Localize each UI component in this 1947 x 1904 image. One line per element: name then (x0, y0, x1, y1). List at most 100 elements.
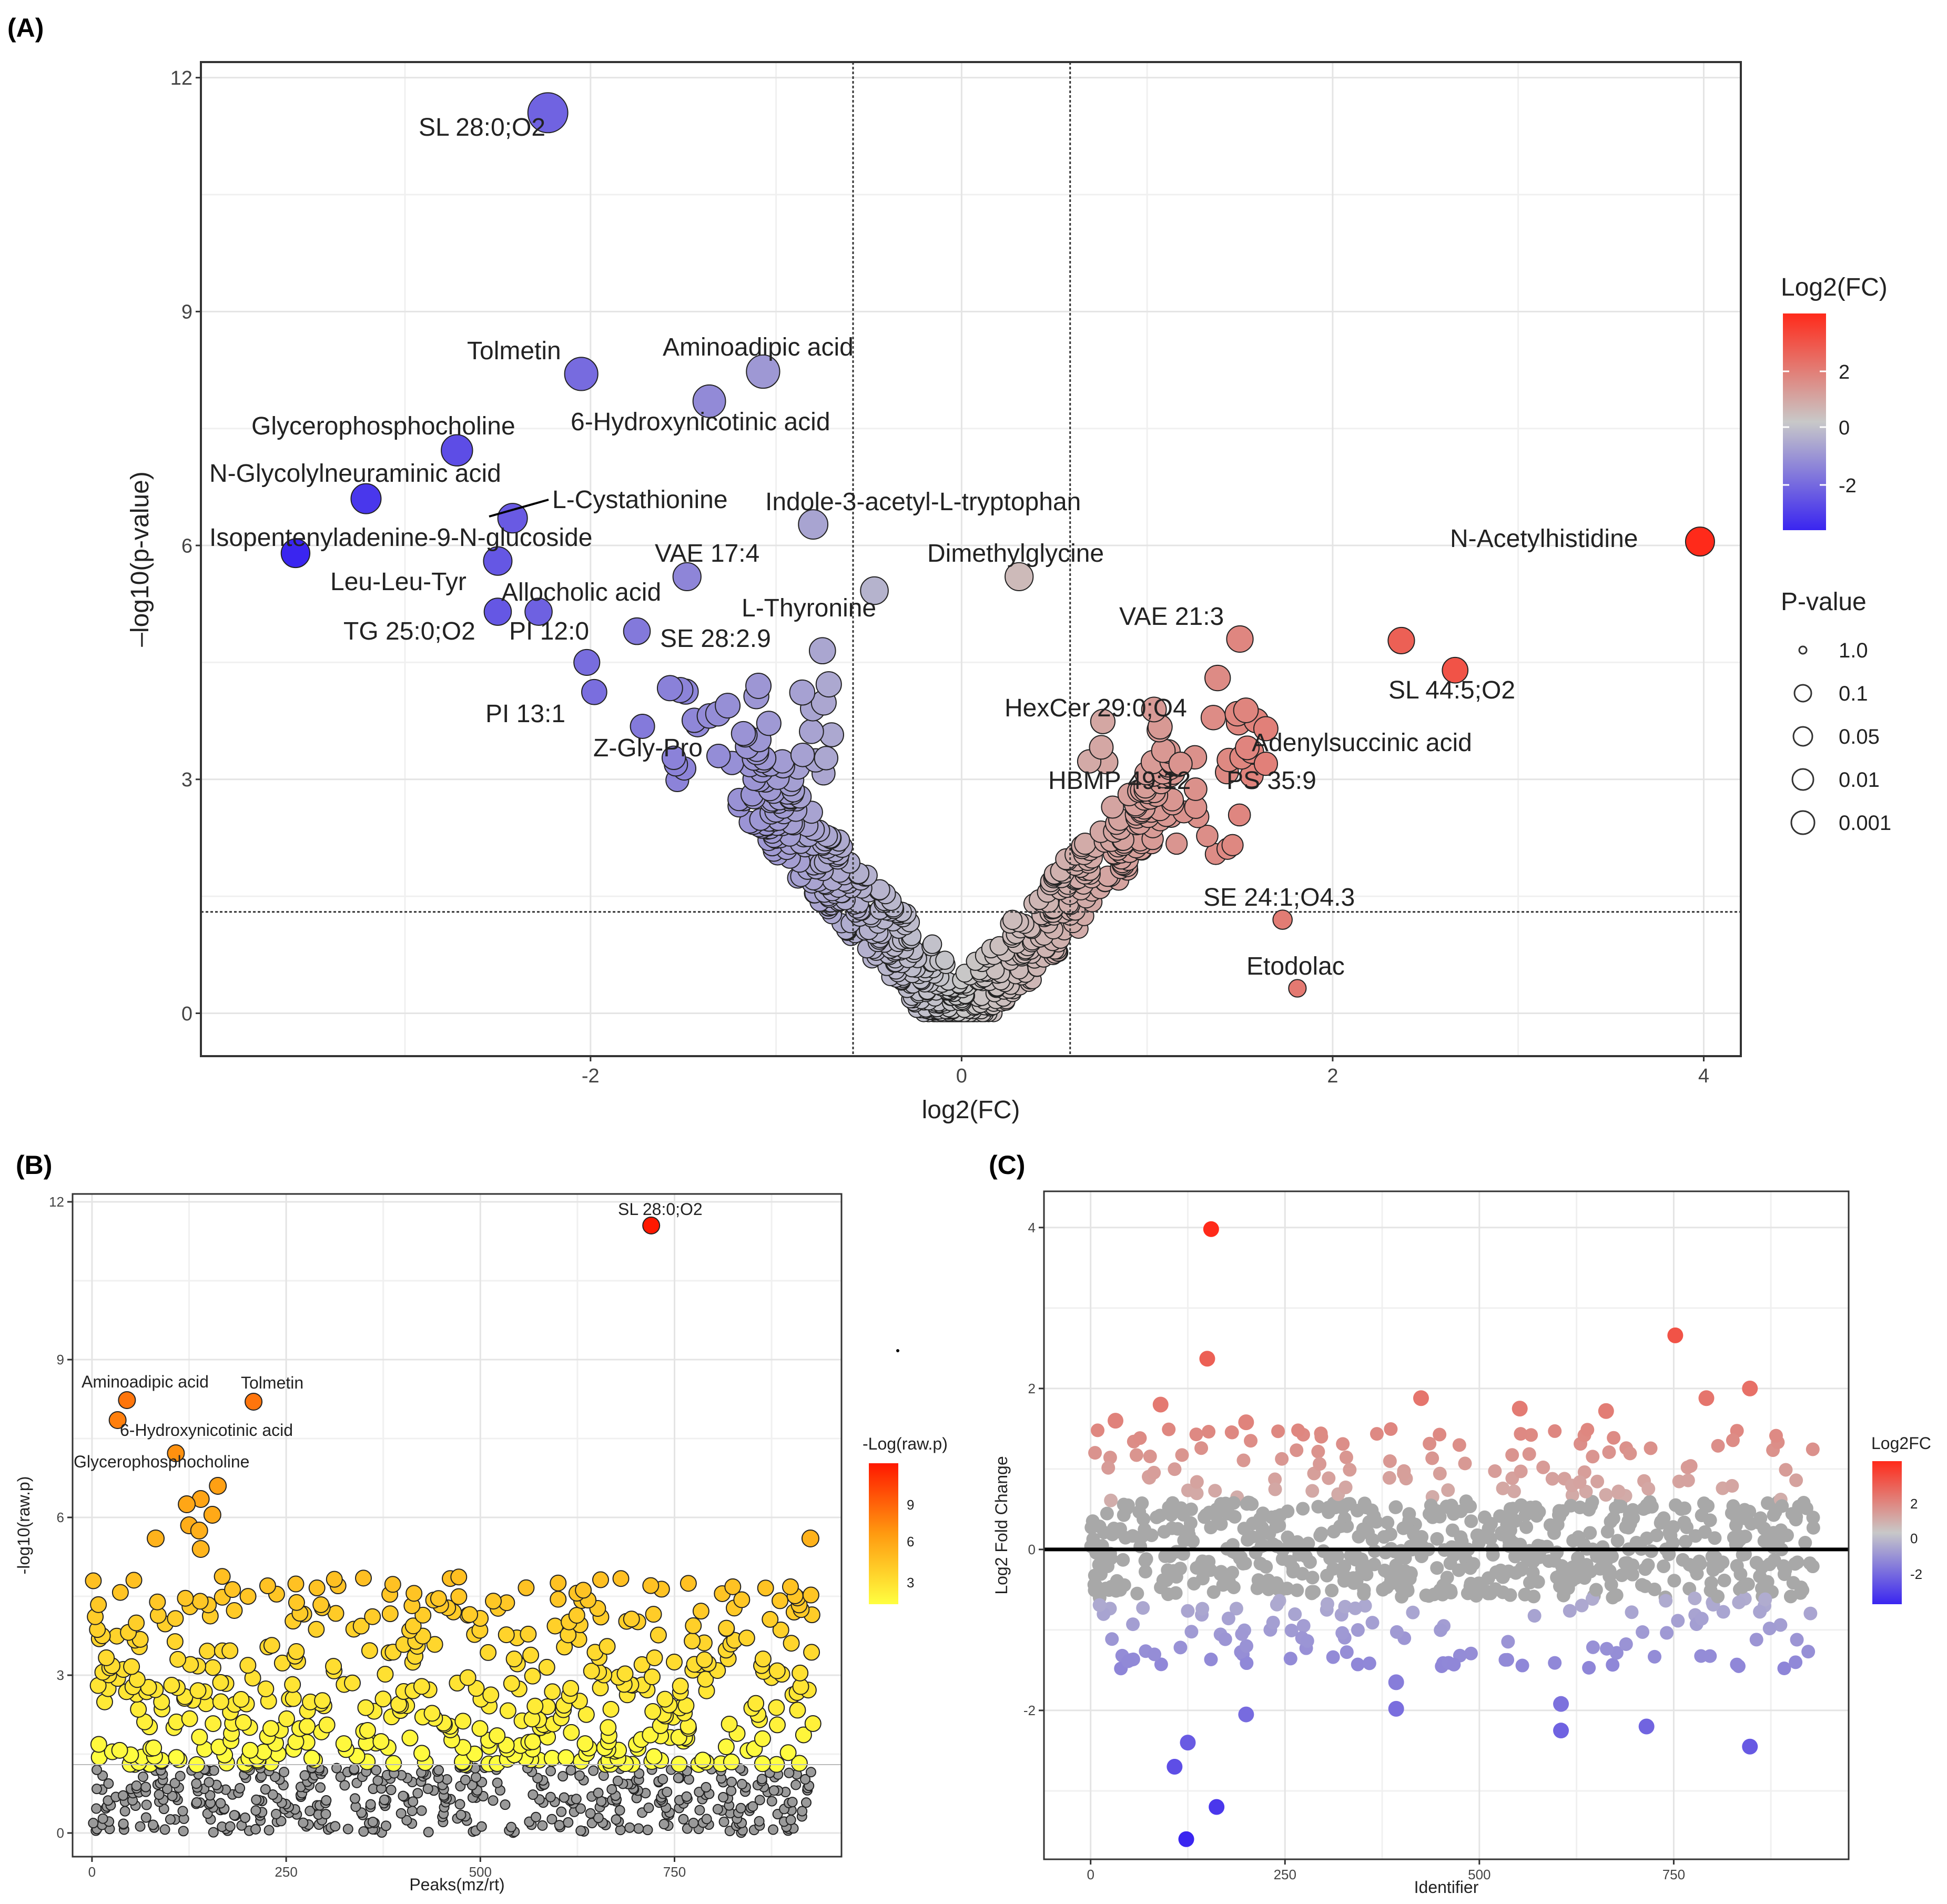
fc-point (1137, 1512, 1151, 1526)
manhattan-point (642, 1217, 661, 1234)
manhattan-point (190, 1522, 208, 1540)
manhattan-point (642, 1577, 660, 1594)
point-label: Dimethylglycine (927, 540, 1104, 568)
volcano-point (1101, 795, 1124, 819)
manhattan-point (138, 1771, 149, 1783)
volcano-point (1168, 752, 1193, 776)
volcano-point (527, 92, 569, 134)
manhattan-point (576, 1735, 594, 1753)
manhattan-point (118, 1790, 129, 1801)
manhattan-point (616, 1665, 634, 1683)
manhattan-point (111, 1741, 128, 1759)
fc-point (1311, 1500, 1325, 1514)
manhattan-point (413, 1745, 431, 1762)
fc-point (1108, 1413, 1123, 1429)
fc-point (1604, 1577, 1618, 1592)
manhattan-point (800, 1774, 811, 1785)
volcano-point (935, 950, 955, 970)
fc-point (1092, 1598, 1107, 1612)
volcano-point (731, 721, 756, 746)
fc-point (1688, 1529, 1702, 1543)
manhattan-point (208, 1765, 219, 1776)
fc-point (1225, 1425, 1239, 1440)
manhattan-point (568, 1607, 585, 1624)
manhattan-point (191, 1540, 210, 1558)
manhattan-point (384, 1576, 401, 1593)
fc-point (1261, 1582, 1275, 1596)
point-label: HexCer 29:0;O4 (1005, 694, 1187, 722)
manhattan-point (633, 1823, 644, 1834)
manhattan-point (285, 1690, 302, 1707)
manhattan-point (766, 1796, 777, 1807)
fc-point (1459, 1494, 1473, 1508)
manhattan-point (565, 1765, 576, 1776)
volcano-point (483, 546, 513, 576)
manhattan-point (379, 1795, 390, 1806)
fc-point (1553, 1723, 1569, 1739)
y-tick-label: 0 (1028, 1542, 1036, 1557)
manhattan-point (747, 1801, 758, 1812)
manhattan-point (593, 1812, 604, 1824)
manhattan-point (721, 1715, 738, 1733)
x-tick-label: 0 (1087, 1867, 1094, 1882)
fc-point (1167, 1759, 1183, 1775)
volcano-point (799, 718, 824, 744)
point-label: HBMP 49:12 (1048, 767, 1191, 795)
point-label: Tolmetin (467, 337, 561, 365)
fc-point (1735, 1580, 1749, 1594)
fc-point (1564, 1498, 1578, 1513)
point-label: VAE 21:3 (1119, 603, 1224, 631)
fc-point (1614, 1500, 1628, 1514)
fc-point (1697, 1496, 1711, 1511)
manhattan-point (800, 1797, 812, 1808)
volcano-point (1253, 752, 1278, 776)
manhattan-point (278, 1710, 296, 1727)
size-legend-label: 0.05 (1839, 725, 1880, 748)
manhattan-point (754, 1795, 765, 1806)
manhattan-point (624, 1822, 635, 1833)
fc-point (1694, 1649, 1708, 1663)
fc-point (1296, 1619, 1311, 1633)
fc-point (1339, 1450, 1353, 1464)
manhattan-point (684, 1633, 701, 1650)
fc-point (1606, 1658, 1620, 1672)
fc-point (1762, 1622, 1777, 1636)
fc-point (1742, 1738, 1758, 1755)
manhattan-point (167, 1444, 185, 1462)
size-legend-title: P-value (1781, 588, 1867, 616)
manhattan-highlighted (108, 1217, 819, 1558)
fc-point (1362, 1656, 1376, 1670)
fc-point (1580, 1423, 1595, 1437)
manhattan-point (263, 1637, 280, 1654)
y-tick-label: 3 (181, 769, 192, 791)
fc-point (1649, 1528, 1664, 1543)
fc-point (1299, 1549, 1313, 1564)
volcano-point (1005, 562, 1034, 591)
fc-point (1606, 1591, 1620, 1605)
y-tick-label: -2 (1023, 1703, 1036, 1718)
manhattan-point (404, 1617, 422, 1635)
fc-point (1154, 1580, 1168, 1594)
fc-point (1208, 1484, 1222, 1498)
manhattan-point (177, 1589, 194, 1607)
fc-point (1147, 1647, 1161, 1662)
fc-point (1419, 1588, 1433, 1603)
fc-point (1301, 1536, 1315, 1551)
fc-point (1553, 1509, 1567, 1523)
fc-point (1333, 1520, 1347, 1534)
fc-point (1388, 1500, 1403, 1514)
manhattan-point (537, 1820, 548, 1831)
manhattan-point (365, 1799, 376, 1810)
fc-point (1382, 1567, 1396, 1581)
manhattan-point (90, 1736, 107, 1753)
fc-point (1147, 1465, 1161, 1480)
manhattan-point (371, 1765, 382, 1776)
point-label: 6-Hydroxynicotinic acid (571, 408, 830, 436)
fc-point (1397, 1466, 1411, 1481)
manhattan-point (643, 1802, 654, 1814)
point-label: Leu-Leu-Tyr (330, 568, 467, 596)
volcano-point (692, 384, 726, 418)
fc-point (1135, 1496, 1149, 1511)
fc-point (1589, 1583, 1603, 1597)
manhattan-point (583, 1663, 600, 1680)
